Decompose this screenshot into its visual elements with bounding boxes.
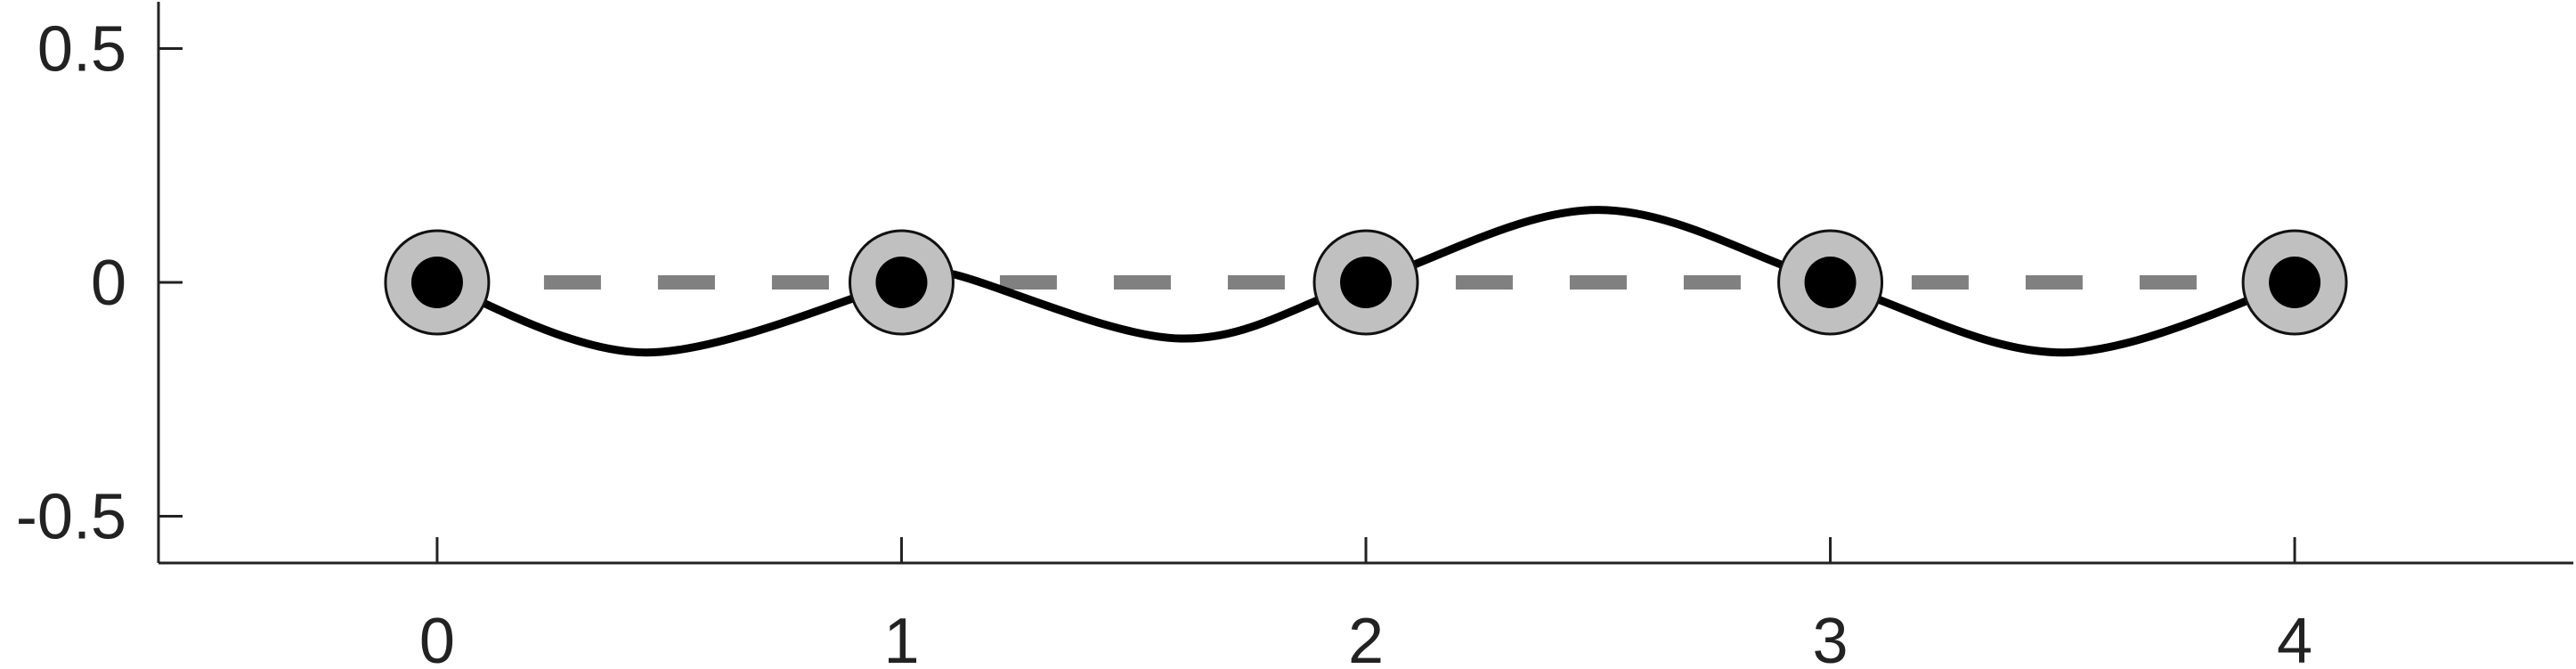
data-point-marker [848,229,955,336]
y-tick-label: 0.5 [37,14,126,86]
marker-dot [875,257,928,308]
x-ticks: 0 1 2 3 4 [419,537,2312,669]
x-tick-label: 4 [2277,606,2312,669]
data-point-marker [1777,229,1884,336]
data-point-marker [384,229,491,336]
x-tick-label: 2 [1348,606,1384,669]
x-tick-label: 0 [419,606,455,669]
x-tick-label: 1 [883,606,919,669]
marker-layer [384,229,2348,336]
marker-dot [1804,257,1857,308]
plot-area: 0.5 0 -0.5 0 1 2 3 4 [16,2,2573,669]
data-point-marker [1312,229,1419,336]
x-tick-label: 3 [1813,606,1849,669]
marker-dot [2269,257,2321,308]
series-solid-curve [433,206,2299,357]
marker-dot [410,257,463,308]
y-ticks: 0.5 0 -0.5 [16,14,183,553]
marker-dot [1340,257,1392,308]
data-point-marker [2241,229,2348,336]
y-tick-label: -0.5 [16,482,126,553]
y-tick-label: 0 [91,248,126,319]
